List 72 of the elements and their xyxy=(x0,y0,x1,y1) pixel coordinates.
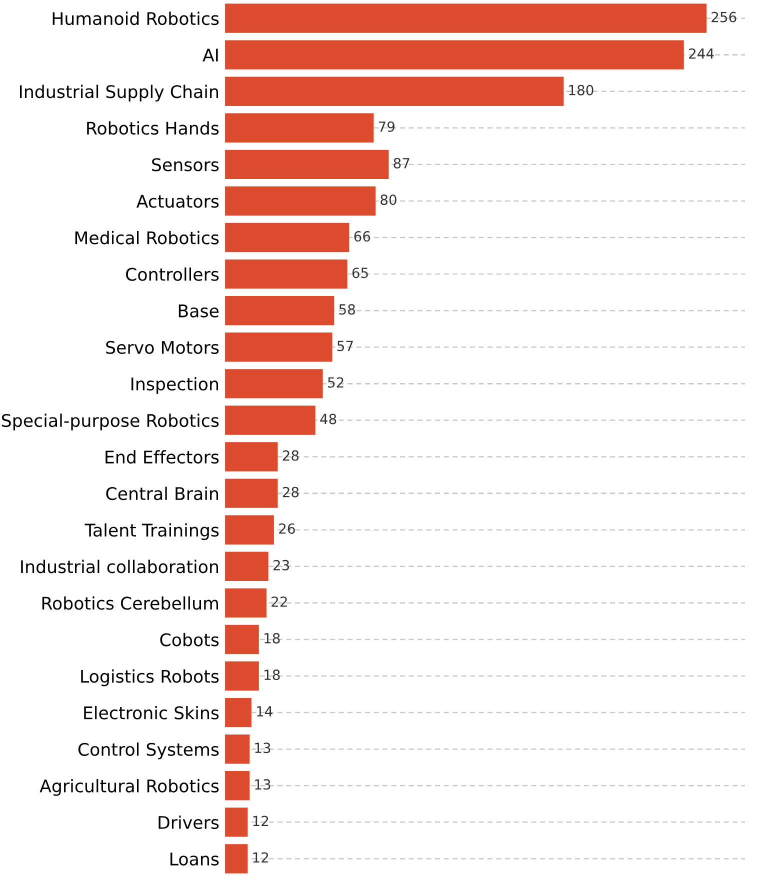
y-tick-label: Servo Motors xyxy=(106,340,219,354)
bar xyxy=(225,222,350,252)
data-label: 80 xyxy=(380,194,396,206)
y-tick-label: Logistics Robots xyxy=(81,669,219,686)
y-tick-label: Humanoid Robotics xyxy=(52,12,219,26)
data-label: 26 xyxy=(279,523,295,534)
bar xyxy=(225,515,274,544)
bar xyxy=(225,552,268,582)
data-label: 256 xyxy=(712,12,736,22)
data-label: 66 xyxy=(354,231,370,242)
y-tick-label: Special-purpose Robotics xyxy=(2,414,219,430)
y-tick-label: Medical Robotics xyxy=(75,230,219,244)
bar xyxy=(225,150,389,180)
data-label: 58 xyxy=(339,304,355,315)
data-label: 28 xyxy=(282,486,299,498)
data-label: 180 xyxy=(569,84,594,96)
bar xyxy=(225,406,316,435)
data-label: 87 xyxy=(394,158,410,168)
y-tick-label: Central Brain xyxy=(106,486,218,500)
bar xyxy=(225,808,248,837)
y-tick-label: Controllers xyxy=(126,267,219,281)
bar xyxy=(225,40,684,70)
data-label: 13 xyxy=(255,779,270,790)
data-label: 79 xyxy=(378,121,394,132)
y-tick-label: Talent Trainings xyxy=(84,523,219,540)
data-label: 12 xyxy=(253,852,268,863)
bar xyxy=(225,259,348,289)
data-label: 57 xyxy=(337,340,353,352)
bar xyxy=(225,4,706,33)
bar xyxy=(225,76,564,106)
bar xyxy=(225,442,278,472)
y-tick-label: Industrial Supply Chain xyxy=(20,84,218,102)
y-tick-label: Robotics Cerebellum xyxy=(42,596,218,610)
bar xyxy=(225,588,266,618)
data-label: 65 xyxy=(352,268,368,278)
y-tick-label: Control Systems xyxy=(78,742,219,760)
data-label: 14 xyxy=(257,706,272,716)
data-label: 52 xyxy=(328,377,344,388)
data-label: 244 xyxy=(689,48,714,59)
y-tick-label: Loans xyxy=(170,852,219,866)
data-label: 18 xyxy=(264,670,280,680)
data-label: 23 xyxy=(273,560,290,570)
bar xyxy=(225,369,323,398)
bar xyxy=(225,478,278,508)
y-tick-label: Drivers xyxy=(158,816,219,830)
bar xyxy=(225,844,248,874)
y-tick-label: Industrial collaboration xyxy=(21,560,218,574)
data-label: 13 xyxy=(255,742,270,754)
data-label: 12 xyxy=(253,816,268,826)
y-tick-label: AI xyxy=(202,48,218,62)
bar xyxy=(225,624,259,654)
data-label: 22 xyxy=(272,596,287,607)
data-label: 28 xyxy=(282,450,299,461)
bar xyxy=(225,332,332,362)
y-tick-label: Base xyxy=(178,304,219,318)
bar xyxy=(225,771,250,800)
y-tick-label: Inspection xyxy=(132,377,218,394)
bar xyxy=(225,698,252,728)
data-label: 18 xyxy=(264,633,280,644)
y-tick-label: Cobots xyxy=(160,632,219,646)
y-tick-label: Actuators xyxy=(136,194,219,208)
y-tick-label: Robotics Hands xyxy=(87,121,219,135)
bar xyxy=(225,186,376,216)
bar xyxy=(225,296,334,326)
bar xyxy=(225,113,374,143)
y-tick-label: End Effectors xyxy=(106,450,219,464)
y-tick-label: Agricultural Robotics xyxy=(40,779,219,796)
data-label: 48 xyxy=(320,414,336,424)
y-tick-label: Sensors xyxy=(152,158,219,172)
bar xyxy=(225,734,250,764)
bar xyxy=(225,661,259,691)
y-tick-label: Electronic Skins xyxy=(84,706,219,720)
